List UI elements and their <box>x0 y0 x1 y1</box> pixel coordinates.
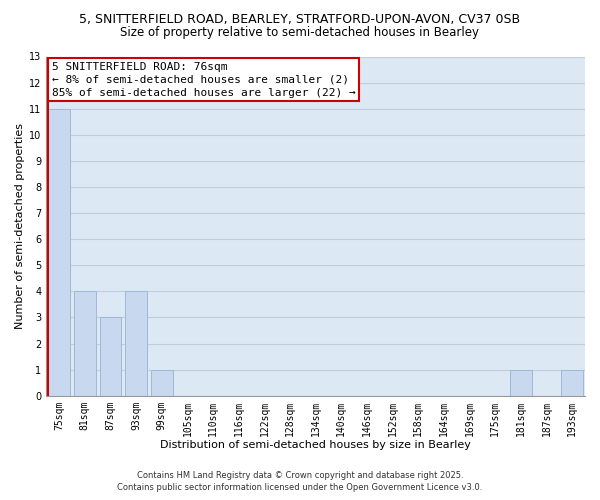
Text: 5 SNITTERFIELD ROAD: 76sqm
← 8% of semi-detached houses are smaller (2)
85% of s: 5 SNITTERFIELD ROAD: 76sqm ← 8% of semi-… <box>52 62 356 98</box>
X-axis label: Distribution of semi-detached houses by size in Bearley: Distribution of semi-detached houses by … <box>160 440 471 450</box>
Bar <box>100 318 121 396</box>
Bar <box>125 292 147 396</box>
Text: Contains HM Land Registry data © Crown copyright and database right 2025.
Contai: Contains HM Land Registry data © Crown c… <box>118 471 482 492</box>
Bar <box>561 370 583 396</box>
Bar <box>510 370 532 396</box>
Text: Size of property relative to semi-detached houses in Bearley: Size of property relative to semi-detach… <box>121 26 479 39</box>
Bar <box>49 108 70 396</box>
Bar <box>151 370 173 396</box>
Text: 5, SNITTERFIELD ROAD, BEARLEY, STRATFORD-UPON-AVON, CV37 0SB: 5, SNITTERFIELD ROAD, BEARLEY, STRATFORD… <box>79 12 521 26</box>
Bar <box>74 292 96 396</box>
Y-axis label: Number of semi-detached properties: Number of semi-detached properties <box>15 123 25 329</box>
